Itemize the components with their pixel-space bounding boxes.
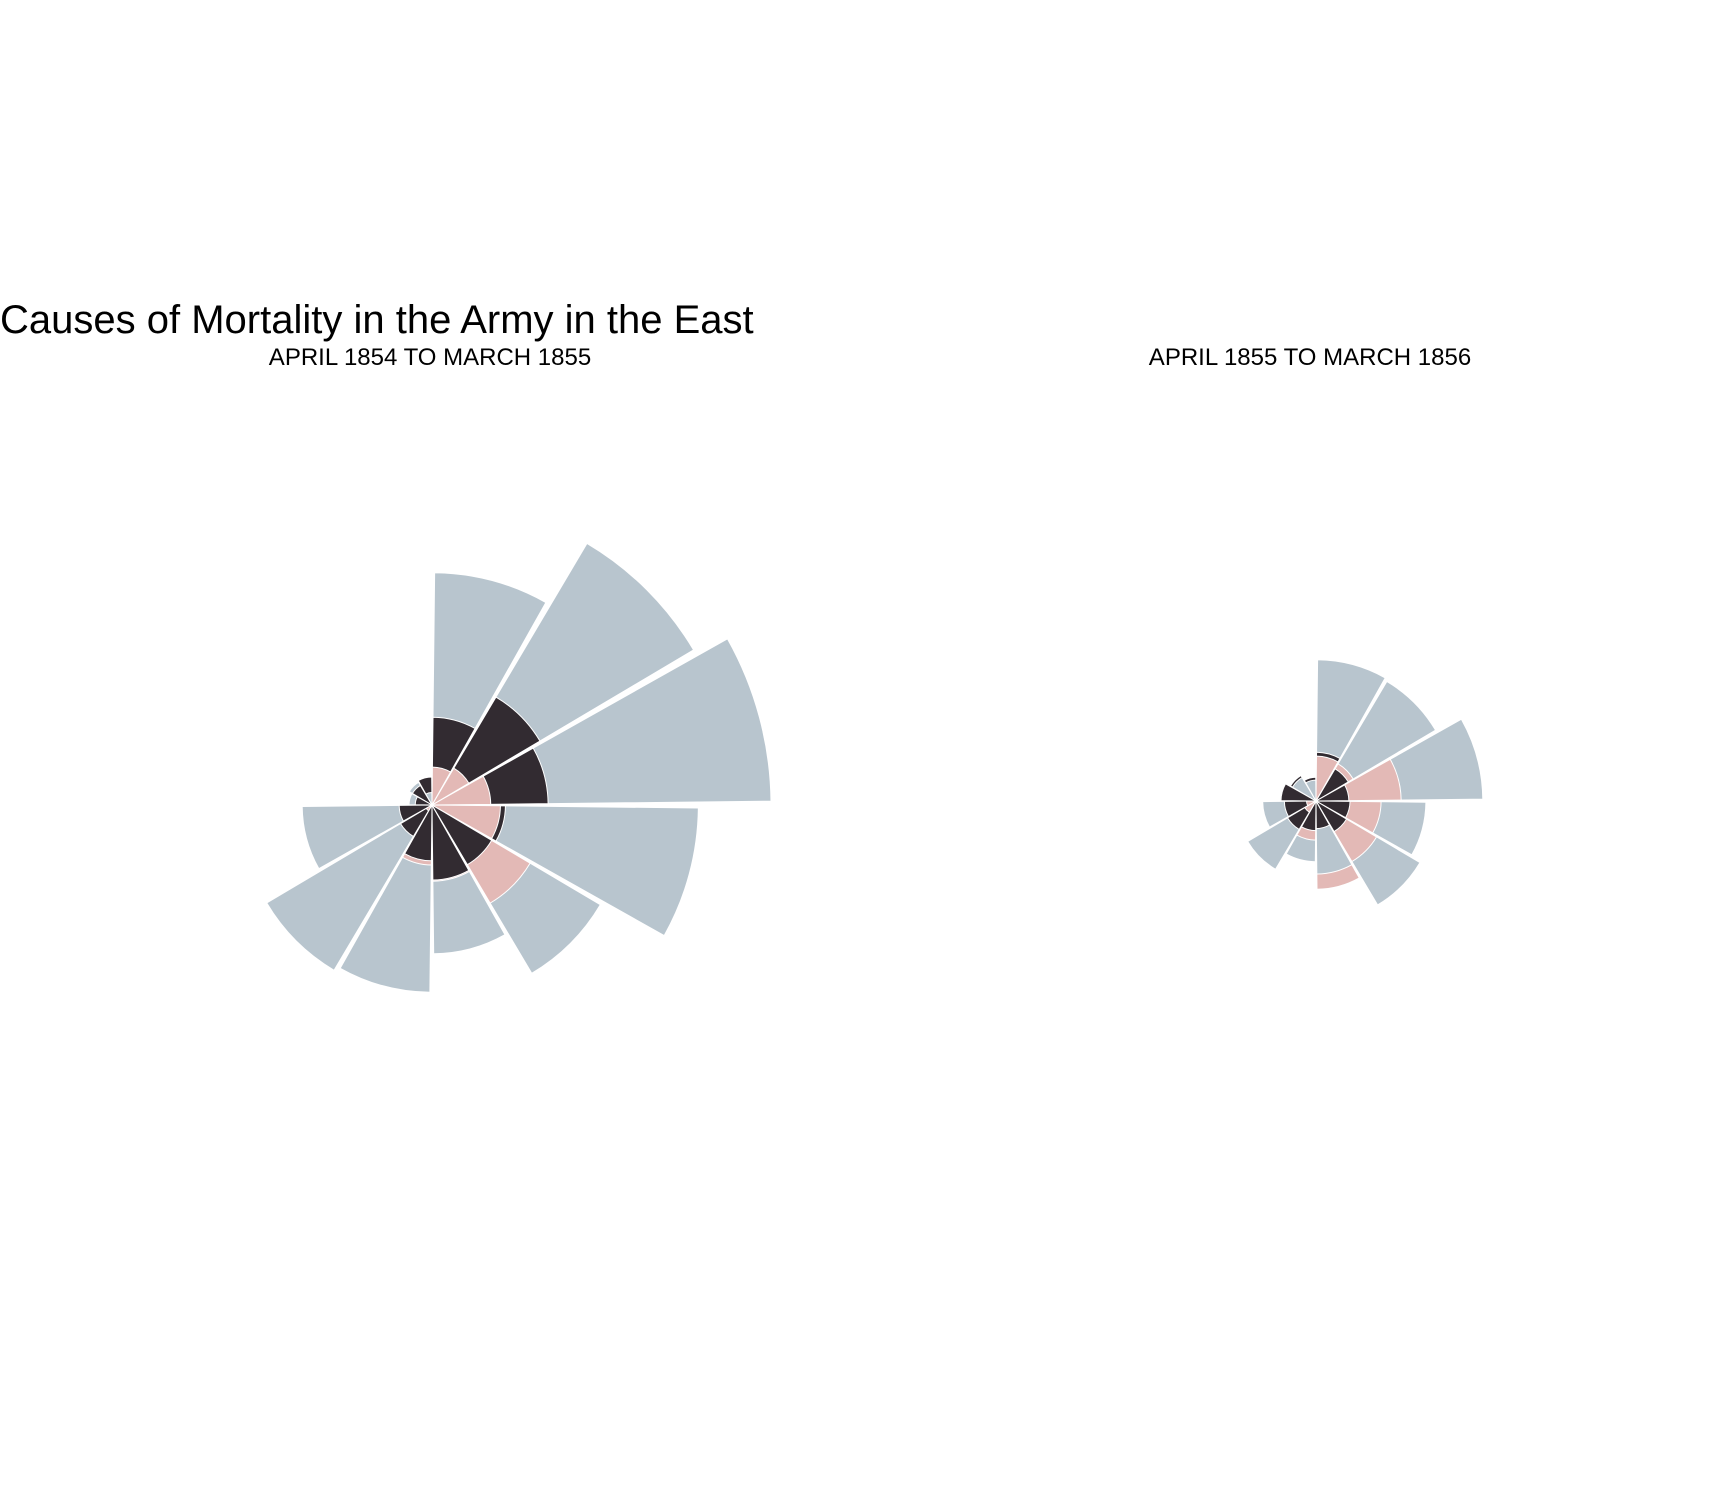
- wedge-zymotic-feb-1856: [1291, 776, 1317, 802]
- wedge-other-aug-1855: [1315, 800, 1348, 833]
- wedge-other-oct-1855: [1300, 800, 1317, 832]
- wedge-other-may-1854: [411, 784, 433, 806]
- wedge-other-jan-1856: [1280, 783, 1317, 802]
- wedge-other-jul-1855: [1315, 800, 1351, 819]
- wedge-other-oct-1854: [431, 804, 470, 881]
- wedge-other-may-1855: [1315, 768, 1349, 802]
- wedge-wounds-apr-1855: [1315, 755, 1339, 802]
- wedge-zymotic-mar-1856: [1305, 779, 1317, 802]
- wedge-zymotic-dec-1854: [431, 804, 699, 937]
- wedge-wounds-feb-1855: [431, 767, 470, 806]
- wedge-other-aug-1854: [399, 804, 433, 838]
- wedge-other-sep-1855: [1315, 800, 1331, 830]
- wedge-other-jun-1855: [1315, 784, 1350, 802]
- wedge-other-jul-1854: [398, 804, 433, 822]
- wedge-other-sep-1854: [403, 804, 433, 862]
- panel-subtitle-left: APRIL 1854 TO MARCH 1855: [268, 344, 592, 371]
- rose-diagram-left: [266, 542, 772, 993]
- wedge-wounds-mar-1855: [431, 766, 452, 806]
- rose-diagram-right: [1247, 659, 1484, 906]
- wedge-wounds-jan-1855: [431, 775, 492, 806]
- chart-title: Causes of Mortality in the Army in the E…: [0, 298, 754, 342]
- wedge-zymotic-jul-1854: [301, 804, 433, 870]
- wedge-zymotic-aug-1854: [266, 804, 433, 971]
- wedge-wounds-dec-1854: [431, 804, 501, 840]
- wedge-other-nov-1854: [431, 804, 493, 866]
- panel-subtitle-right: APRIL 1855 TO MARCH 1856: [1148, 344, 1472, 371]
